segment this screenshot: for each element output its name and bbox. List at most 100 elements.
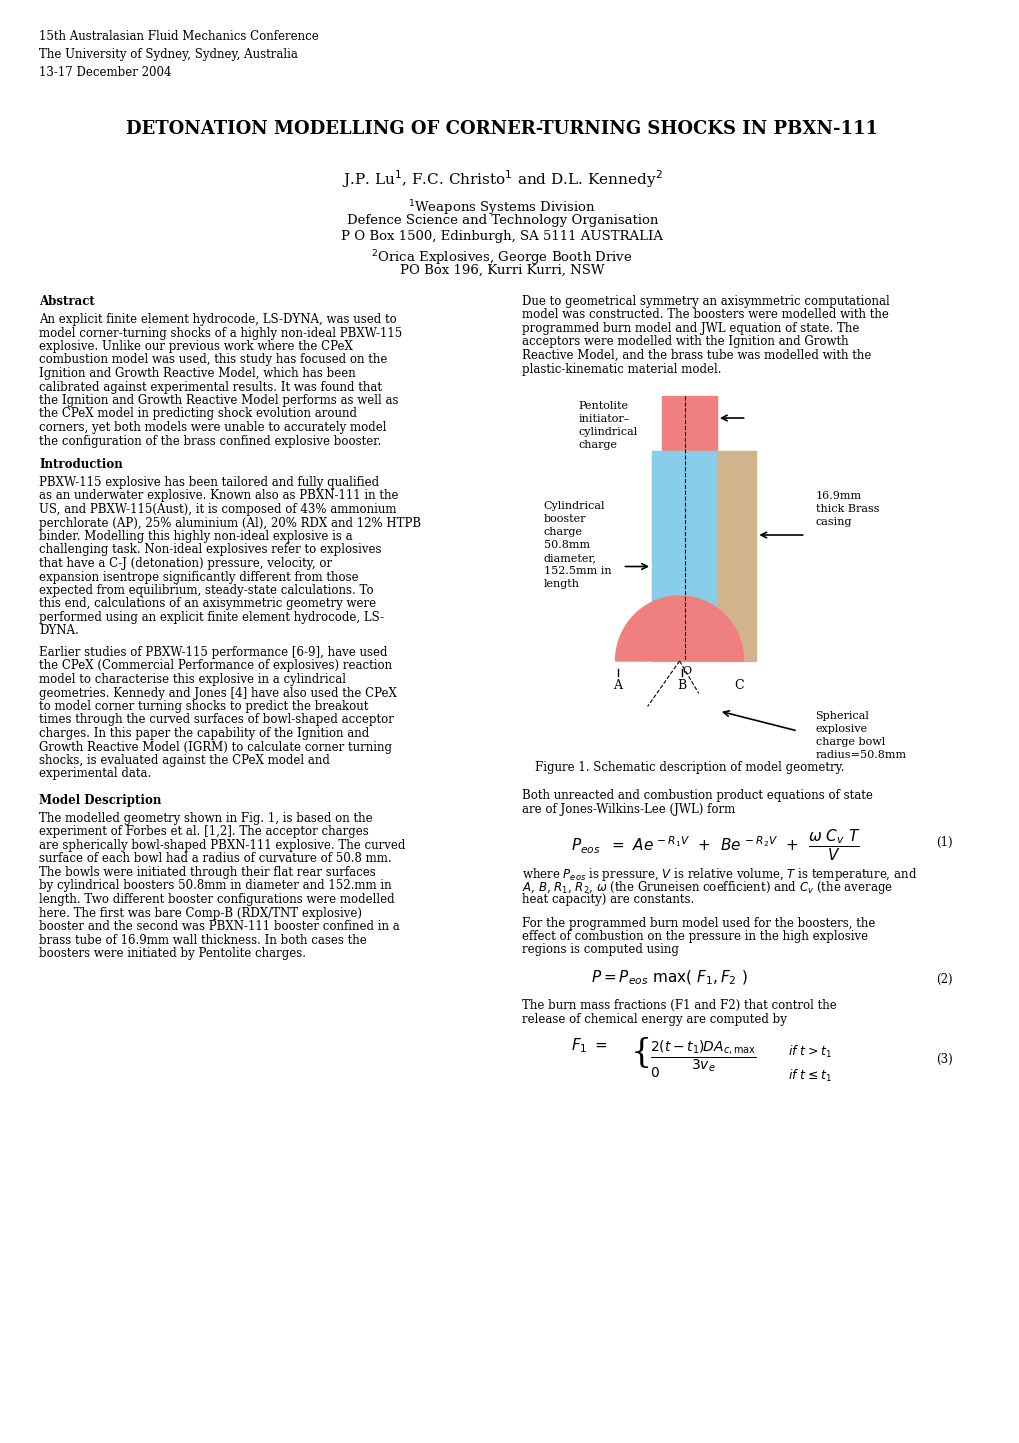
Text: 13-17 December 2004: 13-17 December 2004 [40,66,172,79]
Text: A: A [612,680,622,693]
Text: The University of Sydney, Sydney, Australia: The University of Sydney, Sydney, Austra… [40,48,298,61]
Text: charge: charge [543,527,582,537]
Text: are of Jones-Wilkins-Lee (JWL) form: are of Jones-Wilkins-Lee (JWL) form [522,802,735,815]
Text: DYNA.: DYNA. [40,625,79,638]
Text: (2): (2) [934,973,952,986]
Text: C: C [733,680,743,693]
Text: binder. Modelling this highly non-ideal explosive is a: binder. Modelling this highly non-ideal … [40,530,353,543]
Text: Defence Science and Technology Organisation: Defence Science and Technology Organisat… [346,214,657,227]
Text: explosive. Unlike our previous work where the CPeX: explosive. Unlike our previous work wher… [40,341,353,354]
Text: For the programmed burn model used for the boosters, the: For the programmed burn model used for t… [522,916,874,929]
Text: the Ignition and Growth Reactive Model performs as well as: the Ignition and Growth Reactive Model p… [40,394,398,407]
Text: 152.5mm in: 152.5mm in [543,566,610,576]
Text: Due to geometrical symmetry an axisymmetric computational: Due to geometrical symmetry an axisymmet… [522,294,889,307]
Text: programmed burn model and JWL equation of state. The: programmed burn model and JWL equation o… [522,322,859,335]
Text: $\dfrac{2(t - t_1)DA_{c,\max}}{3v_e}$: $\dfrac{2(t - t_1)DA_{c,\max}}{3v_e}$ [649,1038,756,1074]
Text: $P_{eos}$  $=$ $Ae^{\,-R_1 V}$  $+$  $Be^{\,-R_2 V}$  $+$  $\dfrac{\omega\ C_v\ : $P_{eos}$ $=$ $Ae^{\,-R_1 V}$ $+$ $Be^{\… [571,828,860,863]
Text: model was constructed. The boosters were modelled with the: model was constructed. The boosters were… [522,309,888,322]
Text: by cylindrical boosters 50.8mm in diameter and 152.mm in: by cylindrical boosters 50.8mm in diamet… [40,879,391,893]
Text: thick Brass: thick Brass [815,504,878,514]
Text: calibrated against experimental results. It was found that: calibrated against experimental results.… [40,381,382,394]
Text: DETONATION MODELLING OF CORNER-TURNING SHOCKS IN PBXN-111: DETONATION MODELLING OF CORNER-TURNING S… [126,120,877,139]
Text: boosters were initiated by Pentolite charges.: boosters were initiated by Pentolite cha… [40,947,306,960]
Text: J.P. Lu$^1$, F.C. Christo$^1$ and D.L. Kennedy$^2$: J.P. Lu$^1$, F.C. Christo$^1$ and D.L. K… [341,167,662,189]
Text: model to characterise this explosive in a cylindrical: model to characterise this explosive in … [40,672,346,685]
Text: explosive: explosive [815,724,867,734]
Text: charge: charge [578,440,616,450]
Text: $^2$Orica Explosives, George Booth Drive: $^2$Orica Explosives, George Booth Drive [371,248,633,267]
Text: expansion isentrope significantly different from those: expansion isentrope significantly differ… [40,570,359,583]
Text: Ignition and Growth Reactive Model, which has been: Ignition and Growth Reactive Model, whic… [40,367,356,380]
Text: this end, calculations of an axisymmetric geometry were: this end, calculations of an axisymmetri… [40,597,376,610]
Text: PO Box 196, Kurri Kurri, NSW: PO Box 196, Kurri Kurri, NSW [399,264,604,277]
Text: expected from equilibrium, steady-state calculations. To: expected from equilibrium, steady-state … [40,584,374,597]
Text: the CPeX model in predicting shock evolution around: the CPeX model in predicting shock evolu… [40,407,357,420]
Text: corners, yet both models were unable to accurately model: corners, yet both models were unable to … [40,421,386,434]
Text: $F_1\ =$: $F_1\ =$ [571,1036,607,1055]
Text: Both unreacted and combustion product equations of state: Both unreacted and combustion product eq… [522,789,872,802]
Text: Cylindrical: Cylindrical [543,501,604,511]
Text: An explicit finite element hydrocode, LS-DYNA, was used to: An explicit finite element hydrocode, LS… [40,313,396,326]
Text: combustion model was used, this study has focused on the: combustion model was used, this study ha… [40,354,387,367]
Bar [651,452,716,661]
Text: length: length [543,579,579,589]
Text: brass tube of 16.9mm wall thickness. In both cases the: brass tube of 16.9mm wall thickness. In … [40,934,367,947]
Text: booster and the second was PBXN-111 booster confined in a: booster and the second was PBXN-111 boos… [40,921,399,934]
Text: geometries. Kennedy and Jones [4] have also used the CPeX: geometries. Kennedy and Jones [4] have a… [40,687,396,700]
Text: The burn mass fractions (F1 and F2) that control the: The burn mass fractions (F1 and F2) that… [522,999,836,1012]
Text: charge bowl: charge bowl [815,737,883,747]
Text: 50.8mm: 50.8mm [543,540,589,550]
Text: to model corner turning shocks to predict the breakout: to model corner turning shocks to predic… [40,700,369,713]
Text: release of chemical energy are computed by: release of chemical energy are computed … [522,1013,786,1026]
Text: are spherically bowl-shaped PBXN-111 explosive. The curved: are spherically bowl-shaped PBXN-111 exp… [40,838,406,851]
Text: {: { [630,1038,651,1069]
Text: regions is computed using: regions is computed using [522,944,679,957]
Text: performed using an explicit finite element hydrocode, LS-: performed using an explicit finite eleme… [40,610,384,623]
Text: O: O [682,667,691,675]
Text: B: B [677,680,686,693]
Text: 16.9mm: 16.9mm [815,491,861,501]
Text: challenging task. Non-ideal explosives refer to explosives: challenging task. Non-ideal explosives r… [40,544,381,557]
Text: times through the curved surfaces of bowl-shaped acceptor: times through the curved surfaces of bow… [40,713,394,726]
Text: as an underwater explosive. Known also as PBXN-111 in the: as an underwater explosive. Known also a… [40,489,398,502]
Text: cylindrical: cylindrical [578,427,637,437]
Text: acceptors were modelled with the Ignition and Growth: acceptors were modelled with the Ignitio… [522,336,848,349]
Text: initiator–: initiator– [578,414,629,424]
Text: Figure 1. Schematic description of model geometry.: Figure 1. Schematic description of model… [534,760,844,773]
Text: radius=50.8mm: radius=50.8mm [815,750,906,760]
Text: the CPeX (Commercial Performance of explosives) reaction: the CPeX (Commercial Performance of expl… [40,659,392,672]
Text: 15th Australasian Fluid Mechanics Conference: 15th Australasian Fluid Mechanics Confer… [40,30,319,43]
Text: (3): (3) [934,1053,952,1066]
Polygon shape [614,596,743,661]
Text: Growth Reactive Model (IGRM) to calculate corner turning: Growth Reactive Model (IGRM) to calculat… [40,740,392,753]
Text: that have a C-J (detonation) pressure, velocity, or: that have a C-J (detonation) pressure, v… [40,557,332,570]
Text: Introduction: Introduction [40,457,123,470]
Text: $^1$Weapons Systems Division: $^1$Weapons Systems Division [408,198,595,218]
Text: (1): (1) [934,835,952,848]
Text: the configuration of the brass confined explosive booster.: the configuration of the brass confined … [40,434,381,447]
Text: Reactive Model, and the brass tube was modelled with the: Reactive Model, and the brass tube was m… [522,349,870,362]
Text: $if\ t \leq t_1$: $if\ t \leq t_1$ [787,1068,830,1084]
Text: Model Description: Model Description [40,794,162,807]
Text: US, and PBXW-115(Aust), it is composed of 43% ammonium: US, and PBXW-115(Aust), it is composed o… [40,504,396,517]
Text: Spherical: Spherical [815,711,868,722]
Bar [716,452,756,661]
Text: surface of each bowl had a radius of curvature of 50.8 mm.: surface of each bowl had a radius of cur… [40,853,391,866]
Text: plastic-kinematic material model.: plastic-kinematic material model. [522,362,720,375]
Text: diameter,: diameter, [543,553,596,563]
Text: Pentolite: Pentolite [578,401,628,411]
Text: PBXW-115 explosive has been tailored and fully qualified: PBXW-115 explosive has been tailored and… [40,476,379,489]
Text: perchlorate (AP), 25% aluminium (Al), 20% RDX and 12% HTPB: perchlorate (AP), 25% aluminium (Al), 20… [40,517,421,530]
Text: The modelled geometry shown in Fig. 1, is based on the: The modelled geometry shown in Fig. 1, i… [40,812,373,825]
Text: charges. In this paper the capability of the Ignition and: charges. In this paper the capability of… [40,727,369,740]
Text: Abstract: Abstract [40,294,95,307]
Text: effect of combustion on the pressure in the high explosive: effect of combustion on the pressure in … [522,929,867,942]
Text: Earlier studies of PBXW-115 performance [6-9], have used: Earlier studies of PBXW-115 performance … [40,646,387,659]
Text: heat capacity) are constants.: heat capacity) are constants. [522,893,694,906]
Text: casing: casing [815,517,851,527]
Bar [661,395,716,452]
Text: shocks, is evaluated against the CPeX model and: shocks, is evaluated against the CPeX mo… [40,755,330,768]
Text: booster: booster [543,514,586,524]
Text: model corner-turning shocks of a highly non-ideal PBXW-115: model corner-turning shocks of a highly … [40,326,403,339]
Text: experiment of Forbes et al. [1,2]. The acceptor charges: experiment of Forbes et al. [1,2]. The a… [40,825,369,838]
